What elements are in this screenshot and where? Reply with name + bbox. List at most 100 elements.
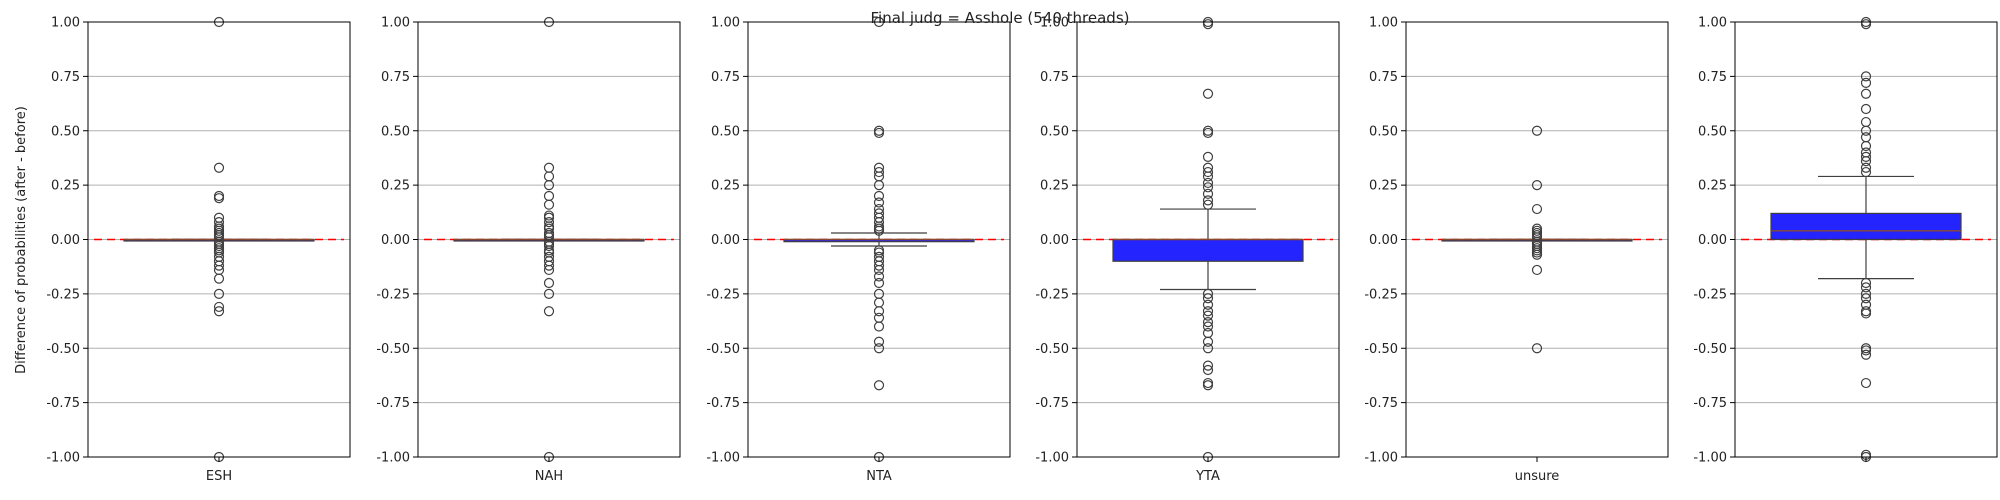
y-tick-label: 0.75 xyxy=(1369,70,1398,85)
category-label: unsure xyxy=(1515,469,1560,484)
y-tick-label: 0.00 xyxy=(711,233,740,248)
y-tick-label: 0.25 xyxy=(1698,179,1727,194)
outlier-point xyxy=(543,240,555,252)
outlier-point xyxy=(1202,166,1214,178)
outlier-point xyxy=(1860,103,1872,115)
outlier-point xyxy=(1202,182,1214,193)
panel-panel-6: -1.00 -0.75 -0.50 -0.25 0.00 0.25 0.50 0.75 1.00 xyxy=(1693,16,1998,466)
outlier-point xyxy=(543,264,555,276)
outlier-point xyxy=(543,306,555,317)
outlier-point xyxy=(1531,264,1543,276)
y-tick-label: -1.00 xyxy=(1364,451,1398,466)
y-tick-label: -0.75 xyxy=(706,396,740,411)
outlier-point xyxy=(1860,293,1872,304)
outlier-point xyxy=(873,271,885,282)
y-tick-label: -0.50 xyxy=(1364,342,1398,357)
outlier-point xyxy=(1531,180,1543,191)
y-tick-label: 0.00 xyxy=(381,233,410,248)
outlier-point xyxy=(1860,77,1872,89)
y-tick-label: -0.25 xyxy=(46,287,80,302)
chart-title: Final judg = Asshole (540 threads) xyxy=(871,9,1130,27)
y-tick-label: 0.25 xyxy=(381,179,410,194)
outlier-point xyxy=(1860,288,1872,299)
outlier-point xyxy=(873,380,885,391)
outlier-point xyxy=(1202,188,1214,199)
outlier-point xyxy=(1860,71,1872,82)
outlier-point xyxy=(1202,336,1214,347)
y-tick-label: -1.00 xyxy=(376,451,410,466)
y-tick-label: -1.00 xyxy=(706,451,740,466)
outlier-point xyxy=(873,166,885,178)
outlier-point xyxy=(1202,360,1214,371)
y-tick-label: 0.75 xyxy=(381,70,410,85)
panel-ESH: -1.00 -0.75 -0.50 -0.25 0.00 0.25 0.50 0.75 1.00… xyxy=(46,16,351,484)
outlier-point xyxy=(213,190,225,202)
outlier-point xyxy=(1202,327,1214,339)
y-tick-label: 0.50 xyxy=(51,124,80,139)
outlier-point xyxy=(1860,282,1872,293)
y-tick-label: 0.25 xyxy=(1369,179,1398,194)
outlier-point xyxy=(873,343,885,354)
outlier-point xyxy=(213,162,225,173)
outlier-point xyxy=(1860,349,1872,360)
outlier-point xyxy=(1202,151,1214,162)
category-label: NTA xyxy=(866,469,892,484)
outlier-point xyxy=(873,197,885,208)
y-tick-label: -1.00 xyxy=(46,451,80,466)
y-tick-label: -0.50 xyxy=(706,342,740,357)
outlier-point xyxy=(1860,345,1872,356)
box xyxy=(1112,238,1304,262)
outlier-point xyxy=(1860,308,1872,319)
outlier-point xyxy=(873,225,885,236)
outlier-point xyxy=(1202,380,1214,391)
y-tick-label: 1.00 xyxy=(1698,16,1727,31)
outlier-point xyxy=(873,127,885,139)
outlier-point xyxy=(1860,132,1872,143)
outlier-point xyxy=(1202,88,1214,99)
category-label: NAH xyxy=(535,469,563,484)
y-tick-label: -0.25 xyxy=(1364,287,1398,302)
y-tick-label: -0.50 xyxy=(46,342,80,357)
outlier-point xyxy=(1860,151,1872,162)
y-tick-label: 0.50 xyxy=(1369,124,1398,139)
panel-unsure: -1.00 -0.75 -0.50 -0.25 0.00 0.25 0.50 0.75 1.00… xyxy=(1364,16,1669,484)
outlier-point xyxy=(1860,306,1872,317)
y-tick-label: 1.00 xyxy=(381,16,410,31)
outlier-point xyxy=(213,260,225,271)
y-tick-label: -0.50 xyxy=(1035,342,1069,357)
box xyxy=(1770,212,1962,241)
outlier-point xyxy=(1860,156,1872,167)
outlier-point xyxy=(1202,377,1214,389)
y-tick-label: -0.25 xyxy=(1693,287,1727,302)
y-tick-label: 0.25 xyxy=(1040,179,1069,194)
y-tick-label: -0.75 xyxy=(1035,396,1069,411)
outlier-point xyxy=(1860,277,1872,289)
outlier-point xyxy=(1531,203,1543,215)
outlier-point xyxy=(873,223,885,234)
outlier-point xyxy=(1202,317,1214,328)
y-tick-label: 0.75 xyxy=(51,70,80,85)
y-tick-label: 0.75 xyxy=(1040,70,1069,85)
y-tick-label: 0.50 xyxy=(1040,124,1069,139)
y-tick-label: 0.75 xyxy=(1698,70,1727,85)
y-tick-label: -0.25 xyxy=(376,287,410,302)
y-tick-label: -1.00 xyxy=(1035,451,1069,466)
outlier-point xyxy=(1202,177,1214,189)
outlier-point xyxy=(1202,343,1214,354)
outlier-point xyxy=(873,180,885,191)
outlier-point xyxy=(213,301,225,313)
y-tick-label: 0.25 xyxy=(51,179,80,194)
y-tick-label: 1.00 xyxy=(51,16,80,31)
outlier-point xyxy=(1860,140,1872,152)
outlier-point xyxy=(873,312,885,323)
outlier-point xyxy=(1860,19,1872,30)
outlier-point xyxy=(1202,171,1214,182)
outlier-point xyxy=(543,171,555,182)
outlier-point xyxy=(1860,116,1872,128)
outlier-point xyxy=(873,297,885,308)
outlier-point xyxy=(1531,249,1543,260)
y-tick-label: -1.00 xyxy=(1693,451,1727,466)
outlier-point xyxy=(1202,306,1214,317)
outlier-point xyxy=(1202,19,1214,30)
